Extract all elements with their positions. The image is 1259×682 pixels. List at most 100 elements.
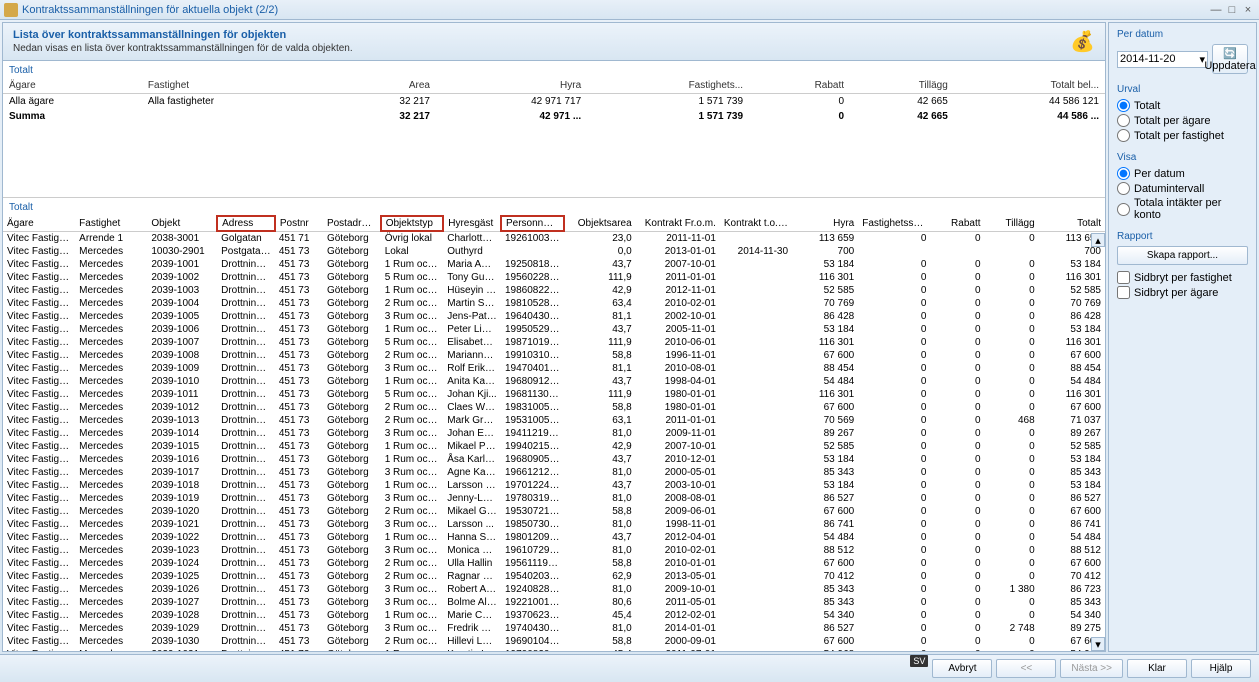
table-row[interactable]: Vitec Fastighe...Mercedes2039-1014Drottn…	[3, 427, 1105, 440]
table-row[interactable]: Vitec Fastighe...Mercedes2039-1008Drottn…	[3, 349, 1105, 362]
table-row[interactable]: Vitec Fastighe...Mercedes2039-1030Drottn…	[3, 635, 1105, 648]
footer: SV Avbryt<<Nästa >>KlarHjälp	[0, 654, 1259, 682]
table-row[interactable]: Vitec Fastighe...Mercedes2039-1011Drottn…	[3, 388, 1105, 401]
summary-col-header[interactable]: Fastighet	[142, 78, 332, 94]
money-bag-icon: 💰	[1070, 29, 1095, 54]
table-row[interactable]: Vitec Fastighe...Mercedes2039-1009Drottn…	[3, 362, 1105, 375]
window-title: Kontraktssammanställningen för aktuella …	[22, 4, 1209, 16]
table-row[interactable]: Vitec Fastighe...Mercedes2039-1006Drottn…	[3, 323, 1105, 336]
detail-col-header[interactable]: Objektsarea	[564, 216, 636, 231]
table-row[interactable]: Vitec Fastighe...Mercedes2039-1001Drottn…	[3, 258, 1105, 271]
table-row[interactable]: Vitec Fastighe...Mercedes2039-1031Drottn…	[3, 648, 1105, 651]
detail-col-header[interactable]: Ägare	[3, 216, 75, 231]
table-row[interactable]: Vitec Fastighe...Mercedes2039-1027Drottn…	[3, 596, 1105, 609]
table-row[interactable]: Vitec Fastighe...Mercedes2039-1022Drottn…	[3, 531, 1105, 544]
table-row[interactable]: Vitec Fastighe...Mercedes2039-1018Drottn…	[3, 479, 1105, 492]
table-row[interactable]: Vitec Fastighe...Mercedes2039-1003Drottn…	[3, 284, 1105, 297]
table-row[interactable]: Vitec Fastighe...Mercedes2039-1024Drottn…	[3, 557, 1105, 570]
footer-button-klar[interactable]: Klar	[1127, 659, 1187, 678]
summary-col-header[interactable]: Hyra	[436, 78, 587, 94]
visa-group: Visa Per datumDatumintervallTotala intäk…	[1117, 152, 1248, 221]
detail-col-header[interactable]: Fastighetsskatt	[858, 216, 930, 231]
summary-table-wrap: ÄgareFastighetAreaHyraFastighets...Rabat…	[3, 78, 1105, 198]
detail-table: ÄgareFastighetObjektAdressPostnrPostadre…	[3, 215, 1105, 651]
refresh-icon: 🔄	[1223, 47, 1237, 60]
summary-col-header[interactable]: Area	[332, 78, 436, 94]
summary-col-header[interactable]: Rabatt	[749, 78, 850, 94]
left-panel: Lista över kontraktssammanställningen fö…	[2, 22, 1106, 652]
maximize-button[interactable]: □	[1225, 3, 1239, 17]
table-row[interactable]: Vitec Fastighe...Mercedes10030-2901Postg…	[3, 245, 1105, 258]
footer-button-hjlp[interactable]: Hjälp	[1191, 659, 1251, 678]
detail-col-header[interactable]: Objekt	[147, 216, 217, 231]
footer-button-nsta[interactable]: Nästa >>	[1060, 659, 1123, 678]
table-row[interactable]: Vitec Fastighe...Mercedes2039-1023Drottn…	[3, 544, 1105, 557]
urval-radio[interactable]: Totalt per fastighet	[1117, 129, 1248, 142]
detail-col-header[interactable]: Adress	[217, 216, 275, 231]
table-row[interactable]: Vitec Fastighe...Mercedes2039-1025Drottn…	[3, 570, 1105, 583]
table-row[interactable]: Vitec Fastighe...Mercedes2039-1017Drottn…	[3, 466, 1105, 479]
table-row[interactable]: Vitec Fastighe...Mercedes2039-1019Drottn…	[3, 492, 1105, 505]
urval-label: Urval	[1117, 84, 1248, 95]
table-row[interactable]: Vitec Fastighe...Mercedes2039-1007Drottn…	[3, 336, 1105, 349]
summary-row[interactable]: Summa32 21742 971 ...1 571 739042 66544 …	[3, 109, 1105, 124]
urval-radio[interactable]: Totalt	[1117, 99, 1248, 112]
table-row[interactable]: Vitec Fastighe...Mercedes2039-1028Drottn…	[3, 609, 1105, 622]
close-button[interactable]: ×	[1241, 3, 1255, 17]
footer-button-[interactable]: <<	[996, 659, 1056, 678]
rapport-check[interactable]: Sidbryt per ägare	[1117, 286, 1248, 299]
urval-group: Urval Totalt Totalt per ägare Totalt per f…	[1117, 84, 1248, 142]
table-row[interactable]: Vitec Fastighe...Mercedes2039-1021Drottn…	[3, 518, 1105, 531]
urval-radio[interactable]: Totalt per ägare	[1117, 114, 1248, 127]
table-row[interactable]: Vitec Fastighe...Mercedes2039-1002Drottn…	[3, 271, 1105, 284]
per-datum-group: Per datum 2014-11-20 ▾ 🔄 Uppdatera	[1117, 29, 1248, 74]
summary-col-header[interactable]: Totalt bel...	[954, 78, 1105, 94]
footer-button-avbryt[interactable]: Avbryt	[932, 659, 992, 678]
table-row[interactable]: Vitec Fastighe...Mercedes2039-1005Drottn…	[3, 310, 1105, 323]
detail-col-header[interactable]: Totalt	[1039, 216, 1105, 231]
detail-col-header[interactable]: Postnr	[275, 216, 323, 231]
summary-row[interactable]: Alla ägareAlla fastigheter32 21742 971 7…	[3, 94, 1105, 110]
table-row[interactable]: Vitec Fastighe...Mercedes2039-1016Drottn…	[3, 453, 1105, 466]
detail-table-wrap[interactable]: ÄgareFastighetObjektAdressPostnrPostadre…	[3, 215, 1105, 651]
detail-col-header[interactable]: Kontrakt t.o.m.	[720, 216, 792, 231]
scroll-up-icon[interactable]: ▴	[1091, 233, 1105, 247]
window-controls: — □ ×	[1209, 3, 1255, 17]
skapa-rapport-button[interactable]: Skapa rapport...	[1117, 246, 1248, 265]
language-badge[interactable]: SV	[910, 655, 928, 667]
detail-col-header[interactable]: Tillägg	[985, 216, 1039, 231]
table-row[interactable]: Vitec Fastighe...Mercedes2039-1015Drottn…	[3, 440, 1105, 453]
scroll-down-icon[interactable]: ▾	[1091, 637, 1105, 651]
visa-radio[interactable]: Datumintervall	[1117, 182, 1248, 195]
main-window: Kontraktssammanställningen för aktuella …	[0, 0, 1259, 682]
summary-col-header[interactable]: Tillägg	[850, 78, 954, 94]
detail-col-header[interactable]: Fastighet	[75, 216, 147, 231]
table-row[interactable]: Vitec Fastighe...Mercedes2039-1012Drottn…	[3, 401, 1105, 414]
visa-radio[interactable]: Per datum	[1117, 167, 1248, 180]
summary-col-header[interactable]: Fastighets...	[587, 78, 749, 94]
detail-section-label: Totalt	[3, 198, 1105, 215]
table-row[interactable]: Vitec Fastighe...Mercedes2039-1029Drottn…	[3, 622, 1105, 635]
minimize-button[interactable]: —	[1209, 3, 1223, 17]
detail-col-header[interactable]: Personnum...	[501, 216, 564, 231]
detail-col-header[interactable]: Hyra	[792, 216, 858, 231]
table-row[interactable]: Vitec Fastighe...Mercedes2039-1026Drottn…	[3, 583, 1105, 596]
detail-col-header[interactable]: Objektstyp	[381, 216, 444, 231]
rapport-check[interactable]: Sidbryt per fastighet	[1117, 271, 1248, 284]
detail-col-header[interactable]: Postadress	[323, 216, 381, 231]
summary-section-label: Totalt	[3, 61, 1105, 78]
rapport-label: Rapport	[1117, 231, 1248, 242]
visa-radio[interactable]: Totala intäkter per konto	[1117, 197, 1248, 221]
per-datum-select[interactable]: 2014-11-20 ▾	[1117, 51, 1208, 68]
table-row[interactable]: Vitec Fastighe...Mercedes2039-1010Drottn…	[3, 375, 1105, 388]
table-row[interactable]: Vitec Fastighe...Mercedes2039-1013Drottn…	[3, 414, 1105, 427]
table-row[interactable]: Vitec Fastighe...Mercedes2039-1020Drottn…	[3, 505, 1105, 518]
header-subtitle: Nedan visas en lista över kontraktssamma…	[13, 43, 353, 54]
table-row[interactable]: Vitec Fastighe...Mercedes2039-1004Drottn…	[3, 297, 1105, 310]
uppdatera-button[interactable]: 🔄 Uppdatera	[1212, 44, 1248, 74]
detail-col-header[interactable]: Kontrakt Fr.o.m.	[636, 216, 720, 231]
summary-col-header[interactable]: Ägare	[3, 78, 142, 94]
detail-col-header[interactable]: Rabatt	[930, 216, 984, 231]
detail-col-header[interactable]: Hyresgäst	[443, 216, 501, 231]
table-row[interactable]: Vitec Fastighe...Arrende 12038-3001Golga…	[3, 231, 1105, 245]
